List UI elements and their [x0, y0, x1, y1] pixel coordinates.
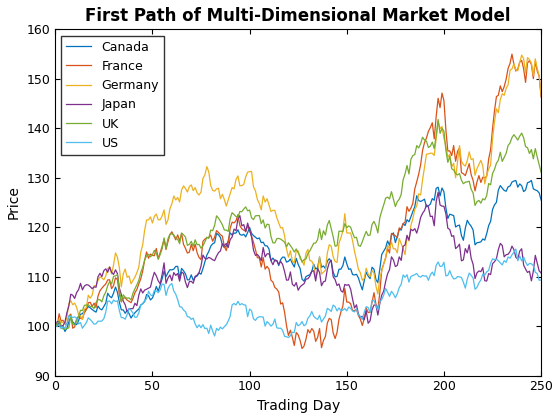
Japan	[339, 290, 346, 295]
Y-axis label: Price: Price	[7, 186, 21, 219]
Canada	[62, 329, 68, 334]
France	[52, 324, 59, 329]
UK	[244, 208, 251, 213]
Canada	[382, 245, 389, 250]
Line: Canada: Canada	[55, 181, 541, 331]
US	[285, 335, 292, 340]
Line: US: US	[55, 249, 541, 338]
France	[298, 346, 305, 351]
US	[512, 247, 519, 252]
France	[538, 94, 544, 100]
UK	[276, 236, 282, 241]
Germany	[417, 192, 424, 197]
Japan	[435, 190, 441, 195]
France	[508, 52, 515, 57]
Japan	[538, 270, 544, 276]
Canada	[244, 230, 251, 235]
Germany	[538, 92, 544, 97]
France	[342, 286, 348, 291]
France	[347, 301, 354, 306]
France	[419, 148, 426, 153]
Japan	[346, 282, 352, 287]
US	[242, 302, 249, 307]
UK	[538, 170, 544, 175]
Canada	[342, 255, 348, 260]
Japan	[417, 215, 424, 220]
Line: Germany: Germany	[55, 55, 541, 326]
Germany	[519, 52, 525, 58]
US	[382, 286, 389, 291]
Germany	[346, 231, 352, 236]
Canada	[276, 263, 282, 268]
US	[273, 325, 280, 330]
X-axis label: Trading Day: Trading Day	[256, 399, 340, 413]
UK	[435, 117, 441, 122]
Title: First Path of Multi-Dimensional Market Model: First Path of Multi-Dimensional Market M…	[86, 7, 511, 25]
Germany	[339, 228, 346, 233]
Legend: Canada, France, Germany, Japan, UK, US: Canada, France, Germany, Japan, UK, US	[62, 36, 164, 155]
US	[538, 278, 544, 283]
Japan	[273, 258, 280, 263]
Canada	[528, 178, 535, 183]
Line: Japan: Japan	[55, 192, 541, 326]
UK	[62, 327, 68, 332]
UK	[347, 225, 354, 230]
France	[242, 228, 249, 234]
UK	[382, 196, 389, 201]
UK	[52, 324, 59, 329]
Canada	[419, 198, 426, 203]
France	[273, 286, 280, 291]
Line: France: France	[55, 54, 541, 349]
US	[347, 306, 354, 311]
UK	[342, 221, 348, 226]
France	[382, 255, 389, 260]
Japan	[52, 324, 59, 329]
UK	[419, 135, 426, 140]
Canada	[347, 266, 354, 271]
US	[52, 324, 59, 329]
Canada	[52, 324, 59, 329]
Germany	[242, 174, 249, 179]
Germany	[273, 215, 280, 220]
US	[342, 306, 348, 311]
Germany	[52, 324, 59, 329]
Japan	[242, 229, 249, 234]
Japan	[380, 289, 387, 294]
US	[419, 273, 426, 278]
Germany	[380, 261, 387, 266]
Canada	[538, 197, 544, 202]
Line: UK: UK	[55, 119, 541, 329]
